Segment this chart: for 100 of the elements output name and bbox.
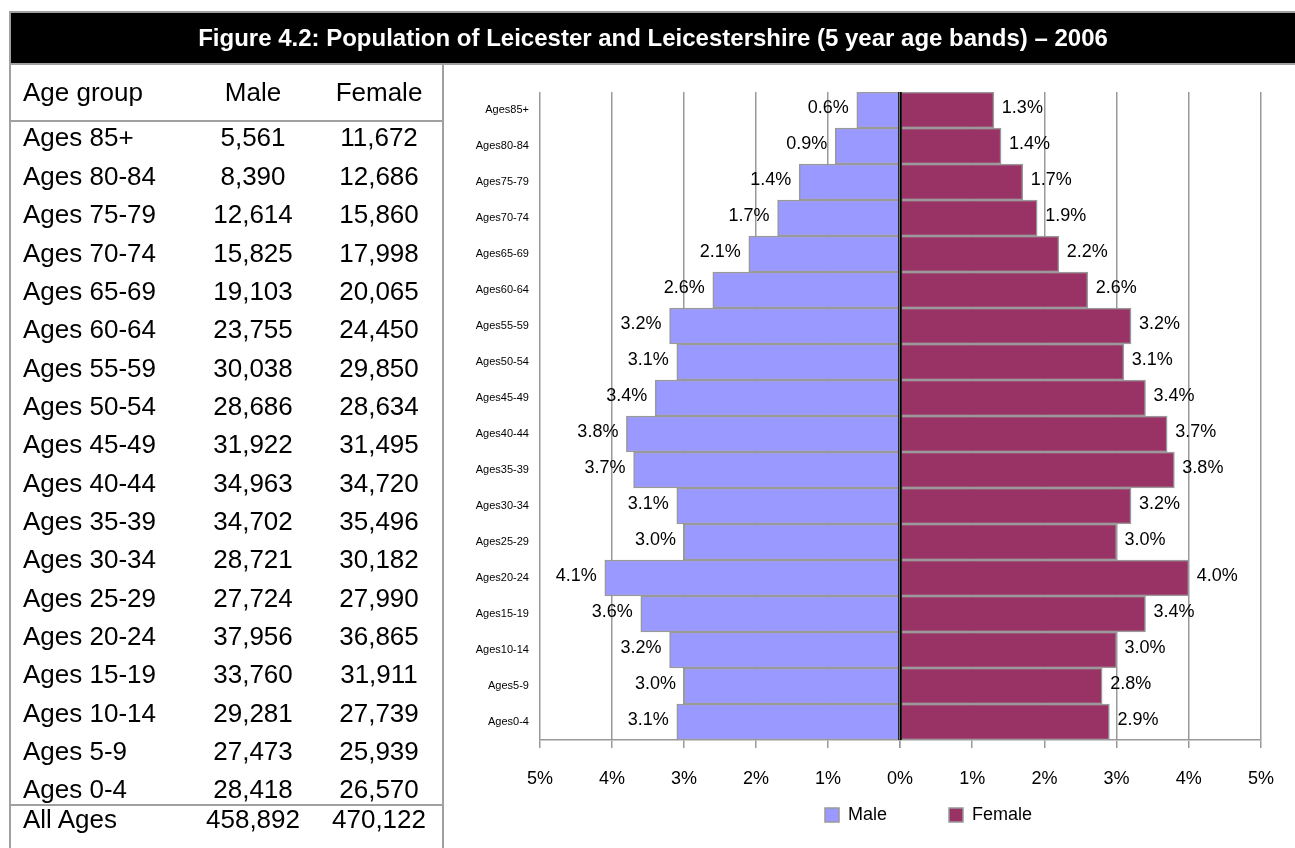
data-label: 28,721 bbox=[213, 544, 293, 575]
data-label: 20,065 bbox=[339, 275, 419, 306]
data-label: 37,956 bbox=[213, 621, 293, 652]
category-label: Ages 15-19 bbox=[23, 659, 156, 690]
data-label: 0.9% bbox=[786, 132, 828, 153]
text: Age group bbox=[23, 77, 143, 107]
category-label: Ages 10-14 bbox=[23, 697, 156, 728]
data-label: 28,418 bbox=[213, 774, 293, 805]
data-label: 28,686 bbox=[213, 390, 293, 421]
text: Male bbox=[224, 77, 282, 107]
data-label: 3.4% bbox=[1153, 384, 1195, 405]
y-tick-label: Ages70-74 bbox=[475, 211, 529, 224]
data-label: 3.7% bbox=[584, 456, 626, 477]
category-label: Ages 65-69 bbox=[23, 275, 156, 306]
data-label: 23,755 bbox=[213, 314, 293, 345]
data-label: 2.2% bbox=[1066, 240, 1108, 261]
data-label: 33,760 bbox=[213, 659, 293, 690]
data-label: 3.8% bbox=[1182, 456, 1224, 477]
x-tick-label: 3% bbox=[670, 767, 698, 788]
data-label: 3.4% bbox=[606, 384, 648, 405]
data-label: 3.0% bbox=[634, 672, 676, 693]
x-tick-label: 4% bbox=[598, 767, 626, 788]
data-label: 27,739 bbox=[339, 697, 419, 728]
data-label: 3.7% bbox=[1175, 420, 1217, 441]
data-label: 30,038 bbox=[213, 352, 293, 383]
data-label: 28,634 bbox=[339, 390, 419, 421]
data-label: 34,720 bbox=[339, 467, 419, 498]
category-label: All Ages bbox=[23, 803, 117, 834]
text: Figure 4.2: Population of Leicester and Leicestershire (5 year age bands) – 2006 bbox=[198, 24, 1108, 52]
category-label: Ages 85+ bbox=[23, 122, 134, 153]
category-label: Ages 40-44 bbox=[23, 467, 156, 498]
y-tick-label: Ages50-54 bbox=[475, 355, 529, 368]
y-tick-label: Ages55-59 bbox=[475, 319, 529, 332]
data-label: 4.1% bbox=[555, 564, 597, 585]
x-tick-label: 2% bbox=[742, 767, 770, 788]
category-label: Ages 60-64 bbox=[23, 314, 156, 345]
category-label: Ages 0-4 bbox=[23, 774, 128, 805]
y-tick-label: Ages5-9 bbox=[488, 679, 529, 692]
data-label: 31,495 bbox=[339, 429, 419, 460]
y-tick-label: Ages80-84 bbox=[475, 139, 529, 152]
data-label: 1.7% bbox=[728, 204, 770, 225]
data-label: 15,825 bbox=[213, 237, 293, 268]
data-label: 8,390 bbox=[220, 160, 286, 191]
data-label: 3.8% bbox=[577, 420, 619, 441]
y-tick-label: Ages0-4 bbox=[488, 715, 529, 728]
data-label: 1.4% bbox=[750, 168, 792, 189]
y-tick-label: Ages25-29 bbox=[475, 535, 529, 548]
y-tick-label: Ages65-69 bbox=[475, 247, 529, 260]
data-label: 1.9% bbox=[1045, 204, 1087, 225]
data-label: 27,990 bbox=[339, 582, 419, 613]
data-label: 26,570 bbox=[339, 774, 419, 805]
x-tick-label: 1% bbox=[959, 767, 986, 788]
text: Female bbox=[972, 803, 1033, 824]
data-label: 3.1% bbox=[627, 492, 669, 513]
x-tick-label: 4% bbox=[1175, 767, 1202, 788]
y-tick-label: Ages30-34 bbox=[475, 499, 529, 512]
data-label: 29,281 bbox=[213, 697, 293, 728]
data-label: 3.4% bbox=[1153, 600, 1195, 621]
y-tick-label: Ages10-14 bbox=[475, 643, 529, 656]
data-label: 31,922 bbox=[213, 429, 293, 460]
data-label: 3.2% bbox=[1139, 492, 1181, 513]
y-tick-label: Ages45-49 bbox=[475, 391, 529, 404]
data-label: 17,998 bbox=[339, 237, 419, 268]
y-tick-label: Ages20-24 bbox=[475, 571, 529, 584]
data-label: 3.1% bbox=[627, 348, 669, 369]
data-label: 12,686 bbox=[339, 160, 419, 191]
y-tick-label: Ages35-39 bbox=[475, 463, 529, 476]
text: Female bbox=[335, 77, 423, 107]
data-label: 470,122 bbox=[332, 803, 426, 834]
data-label: 3.0% bbox=[1124, 528, 1166, 549]
category-label: Ages 35-39 bbox=[23, 505, 156, 536]
data-label: 19,103 bbox=[213, 275, 293, 306]
data-label: 15,860 bbox=[339, 199, 419, 230]
data-label: 35,496 bbox=[339, 505, 419, 536]
data-label: 25,939 bbox=[339, 736, 419, 767]
data-label: 4.0% bbox=[1196, 564, 1238, 585]
category-label: Ages 50-54 bbox=[23, 390, 156, 421]
data-label: 2.1% bbox=[699, 240, 741, 261]
category-label: Ages 75-79 bbox=[23, 199, 156, 230]
category-label: Ages 30-34 bbox=[23, 544, 156, 575]
y-tick-label: Ages75-79 bbox=[475, 175, 529, 188]
data-label: 3.1% bbox=[1131, 348, 1173, 369]
data-label: 1.3% bbox=[1001, 96, 1043, 117]
category-label: Ages 5-9 bbox=[23, 736, 128, 767]
x-tick-label: 2% bbox=[1031, 767, 1058, 788]
x-tick-label: 5% bbox=[1247, 767, 1275, 788]
data-label: 3.2% bbox=[1139, 312, 1181, 333]
data-label: 24,450 bbox=[339, 314, 419, 345]
x-tick-label: 5% bbox=[526, 767, 554, 788]
data-label: 34,963 bbox=[213, 467, 293, 498]
data-label: 2.6% bbox=[663, 276, 705, 297]
data-label: 5,561 bbox=[220, 122, 286, 153]
data-label: 3.6% bbox=[591, 600, 633, 621]
x-tick-label: 3% bbox=[1103, 767, 1130, 788]
data-label: 3.2% bbox=[620, 312, 662, 333]
data-label: 36,865 bbox=[339, 621, 419, 652]
data-label: 3.2% bbox=[620, 636, 662, 657]
data-label: 30,182 bbox=[339, 544, 419, 575]
data-label: 1.7% bbox=[1030, 168, 1072, 189]
x-tick-label: 0% bbox=[886, 767, 914, 788]
